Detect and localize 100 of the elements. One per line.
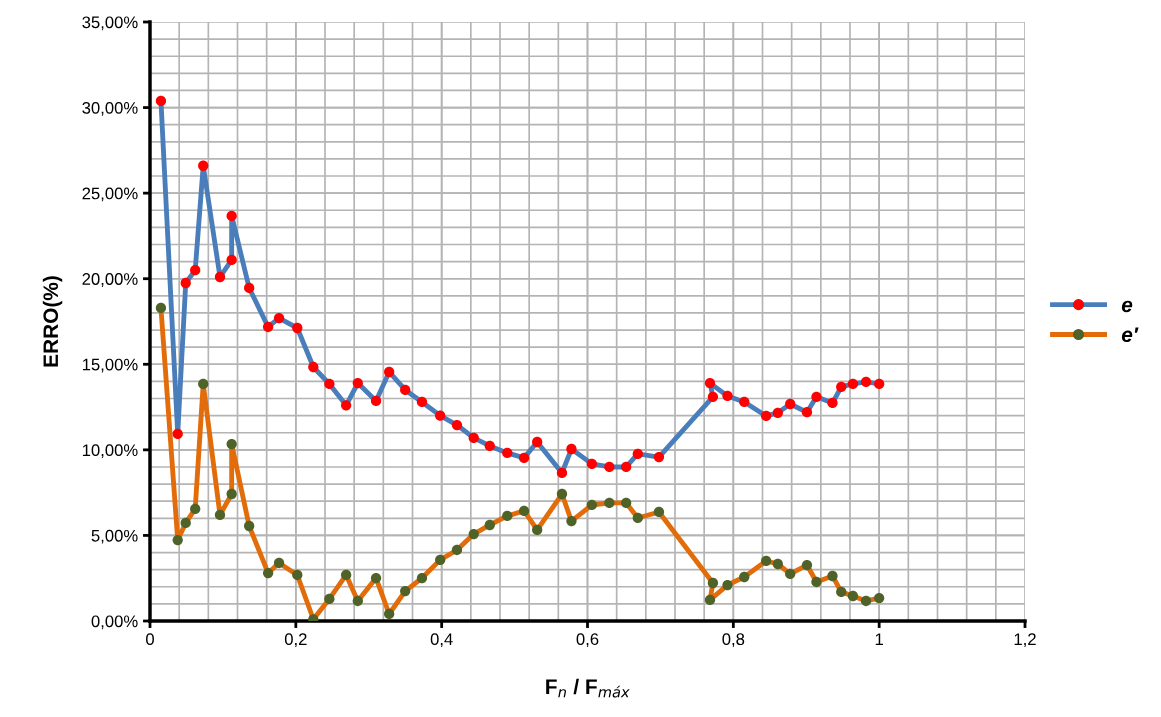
point xyxy=(214,509,226,521)
point xyxy=(468,528,479,540)
point xyxy=(341,569,352,581)
point xyxy=(262,567,274,579)
point xyxy=(484,440,495,452)
point xyxy=(226,210,237,222)
x-tick-label: 0,6 xyxy=(576,633,599,648)
point xyxy=(370,395,382,407)
point xyxy=(556,467,568,479)
point xyxy=(811,576,822,588)
legend-label: e xyxy=(1121,300,1133,313)
point xyxy=(226,254,237,266)
point xyxy=(518,452,530,464)
point xyxy=(847,590,859,602)
point xyxy=(827,397,838,409)
point xyxy=(739,396,750,408)
point xyxy=(190,503,201,515)
point xyxy=(273,312,285,324)
point xyxy=(416,572,428,584)
x-tick-label: 0,2 xyxy=(284,633,307,648)
point xyxy=(836,586,847,598)
point xyxy=(556,488,568,500)
y-tick-label: 5,00% xyxy=(91,529,138,544)
point xyxy=(214,271,226,283)
point xyxy=(566,515,577,527)
point xyxy=(468,432,479,444)
y-tick-label: 15,00% xyxy=(82,358,138,373)
point xyxy=(632,448,643,460)
point xyxy=(198,378,209,390)
y-tick-label: 25,00% xyxy=(82,187,138,202)
point xyxy=(198,160,209,171)
point xyxy=(604,461,615,473)
y-tick-label: 30,00% xyxy=(82,101,138,116)
point xyxy=(172,534,183,546)
point xyxy=(811,391,822,402)
x-tick-label: 1,2 xyxy=(1014,633,1036,648)
point xyxy=(566,443,577,455)
point xyxy=(860,595,872,607)
point xyxy=(400,384,411,396)
point xyxy=(518,505,530,517)
point xyxy=(801,559,813,571)
point xyxy=(400,585,411,597)
point xyxy=(384,366,395,378)
y-tick-label: 20,00% xyxy=(82,273,138,287)
point xyxy=(226,438,237,450)
point xyxy=(653,506,665,518)
point xyxy=(180,277,191,289)
point xyxy=(874,378,885,390)
point xyxy=(827,570,838,582)
point xyxy=(704,377,716,389)
point xyxy=(273,557,285,569)
point xyxy=(308,361,319,373)
point xyxy=(632,512,643,524)
point xyxy=(704,594,716,606)
y-tick-label: 35,00% xyxy=(82,16,138,31)
y-axis-title: ERRO(%) xyxy=(42,276,63,367)
point xyxy=(435,410,446,421)
point xyxy=(155,302,167,314)
point xyxy=(384,608,395,620)
point xyxy=(416,396,428,408)
x-tick-label: 0,4 xyxy=(430,633,453,648)
point xyxy=(772,558,783,570)
point xyxy=(451,419,463,431)
point xyxy=(761,410,772,422)
point xyxy=(262,321,274,333)
point xyxy=(653,451,665,463)
point xyxy=(292,569,303,581)
point xyxy=(244,520,255,532)
point xyxy=(172,428,183,440)
point xyxy=(707,577,719,589)
point xyxy=(772,407,783,419)
point xyxy=(785,568,796,580)
point xyxy=(324,378,335,390)
point xyxy=(722,390,733,402)
point xyxy=(451,544,463,556)
point xyxy=(190,265,201,276)
point xyxy=(586,499,598,511)
point xyxy=(739,571,750,583)
point xyxy=(532,524,543,536)
point xyxy=(226,488,237,500)
point xyxy=(621,461,632,473)
point xyxy=(604,497,615,509)
point xyxy=(155,95,167,107)
point xyxy=(341,400,352,411)
point xyxy=(874,592,885,604)
y-tick-label: 10,00% xyxy=(82,444,138,459)
point xyxy=(621,497,632,509)
x-axis-title: F$_{n}$ / F$_{máx}$ xyxy=(546,678,630,698)
point xyxy=(836,381,847,393)
point xyxy=(532,436,543,448)
x-tick-label: 0,8 xyxy=(722,633,745,648)
point xyxy=(586,458,598,470)
point xyxy=(244,282,255,294)
point xyxy=(352,377,363,389)
legend-label: e′ xyxy=(1121,327,1139,343)
point xyxy=(324,593,335,605)
point xyxy=(484,519,495,531)
x-tick-label: 1 xyxy=(875,633,883,645)
point xyxy=(722,579,733,591)
point xyxy=(352,595,363,607)
